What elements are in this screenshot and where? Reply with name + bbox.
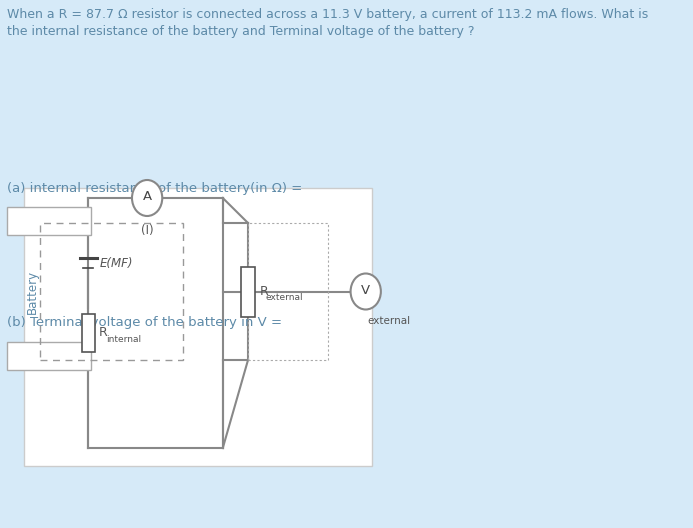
Text: external: external xyxy=(265,294,304,303)
Text: E(MF): E(MF) xyxy=(100,257,134,269)
Text: When a R = 87.7 Ω resistor is connected across a 11.3 V battery, a current of 11: When a R = 87.7 Ω resistor is connected … xyxy=(7,8,648,21)
Circle shape xyxy=(351,274,381,309)
Text: (a) internal resistance of the battery(in Ω) =: (a) internal resistance of the battery(i… xyxy=(7,182,302,195)
Bar xyxy=(7,342,91,370)
Text: R: R xyxy=(99,326,108,340)
Circle shape xyxy=(132,180,162,216)
Text: A: A xyxy=(143,190,152,203)
Text: external: external xyxy=(367,316,410,325)
Text: R: R xyxy=(260,285,268,298)
Text: internal: internal xyxy=(106,335,141,344)
Text: V: V xyxy=(361,284,370,297)
Bar xyxy=(7,207,91,235)
Text: Battery: Battery xyxy=(26,270,38,314)
Text: (I): (I) xyxy=(141,224,153,237)
FancyBboxPatch shape xyxy=(24,188,372,466)
Text: the internal resistance of the battery and Terminal voltage of the battery ?: the internal resistance of the battery a… xyxy=(7,25,474,38)
Bar xyxy=(241,267,255,316)
Text: (b) Terminal voltage of the battery in V =: (b) Terminal voltage of the battery in V… xyxy=(7,316,282,329)
Bar xyxy=(82,314,95,352)
